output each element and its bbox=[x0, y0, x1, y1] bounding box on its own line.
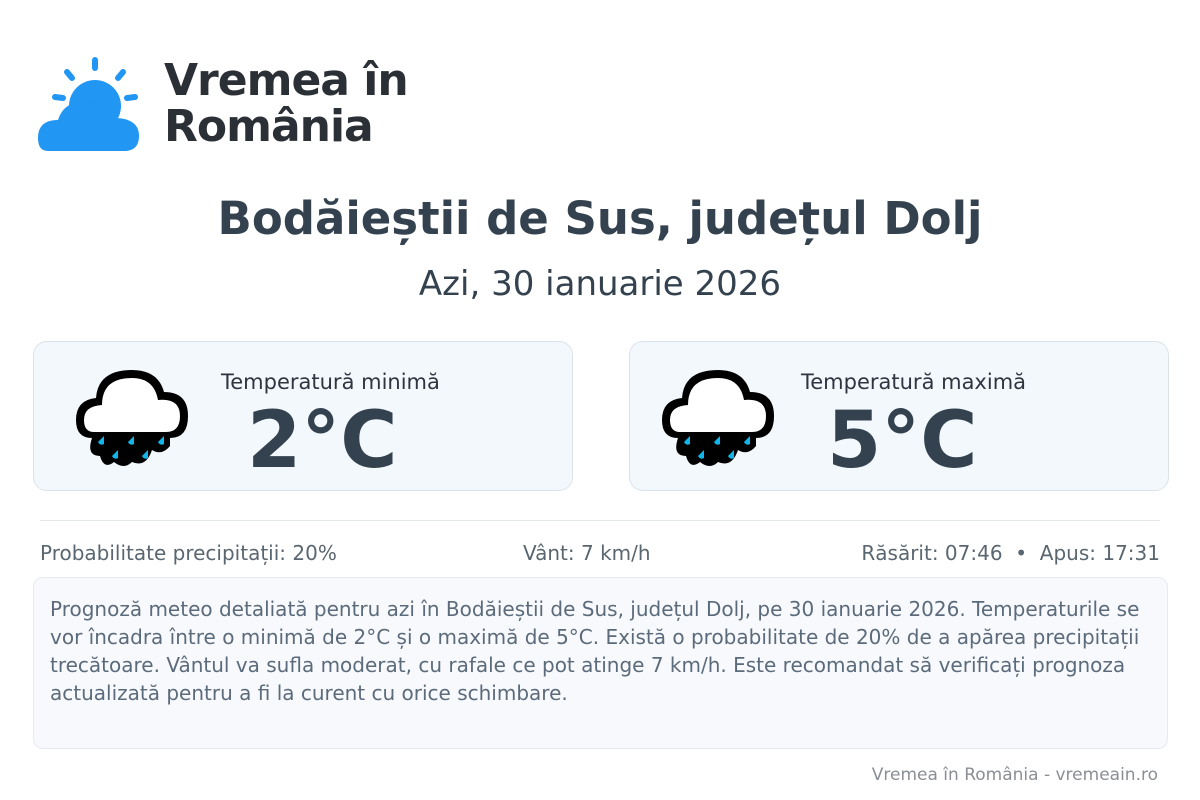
divider bbox=[40, 520, 1160, 521]
sun-times-stat: Răsărit: 07:46 • Apus: 17:31 bbox=[861, 541, 1160, 565]
min-temp-card: Temperatură minimă 2°C bbox=[33, 341, 573, 491]
logo-line-2: România bbox=[164, 101, 374, 152]
max-temp-label: Temperatură maximă bbox=[801, 370, 1027, 394]
date-subtitle: Azi, 30 ianuarie 2026 bbox=[418, 264, 782, 304]
page-title: Bodăieștii de Sus, județul Dolj bbox=[217, 192, 983, 245]
wind-stat: Vânt: 7 km/h bbox=[523, 541, 651, 565]
precipitation-stat: Probabilitate precipitații: 20% bbox=[40, 541, 337, 565]
max-temp-value: 5°C bbox=[827, 396, 978, 486]
min-temp-value: 2°C bbox=[247, 396, 398, 486]
sun-cloud-icon bbox=[38, 57, 139, 151]
max-temp-card: Temperatură maximă 5°C bbox=[629, 341, 1169, 491]
logo-line-1: Vremea în bbox=[164, 55, 409, 106]
min-temp-label: Temperatură minimă bbox=[221, 370, 440, 394]
rain-cloud-icon bbox=[76, 370, 188, 466]
forecast-description: Prognoză meteo detaliată pentru azi în B… bbox=[33, 577, 1168, 749]
rain-cloud-icon bbox=[662, 370, 774, 466]
footer-credit: Vremea în România - vremeain.ro bbox=[871, 765, 1158, 785]
logo[interactable]: Vremea în România bbox=[36, 54, 409, 154]
